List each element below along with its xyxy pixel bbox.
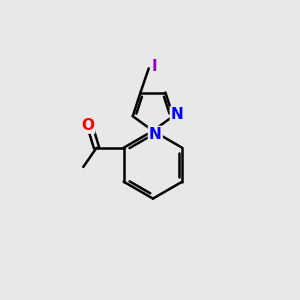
Text: O: O	[81, 118, 94, 133]
Text: N: N	[149, 127, 162, 142]
Text: I: I	[151, 58, 157, 74]
Text: N: N	[171, 107, 184, 122]
